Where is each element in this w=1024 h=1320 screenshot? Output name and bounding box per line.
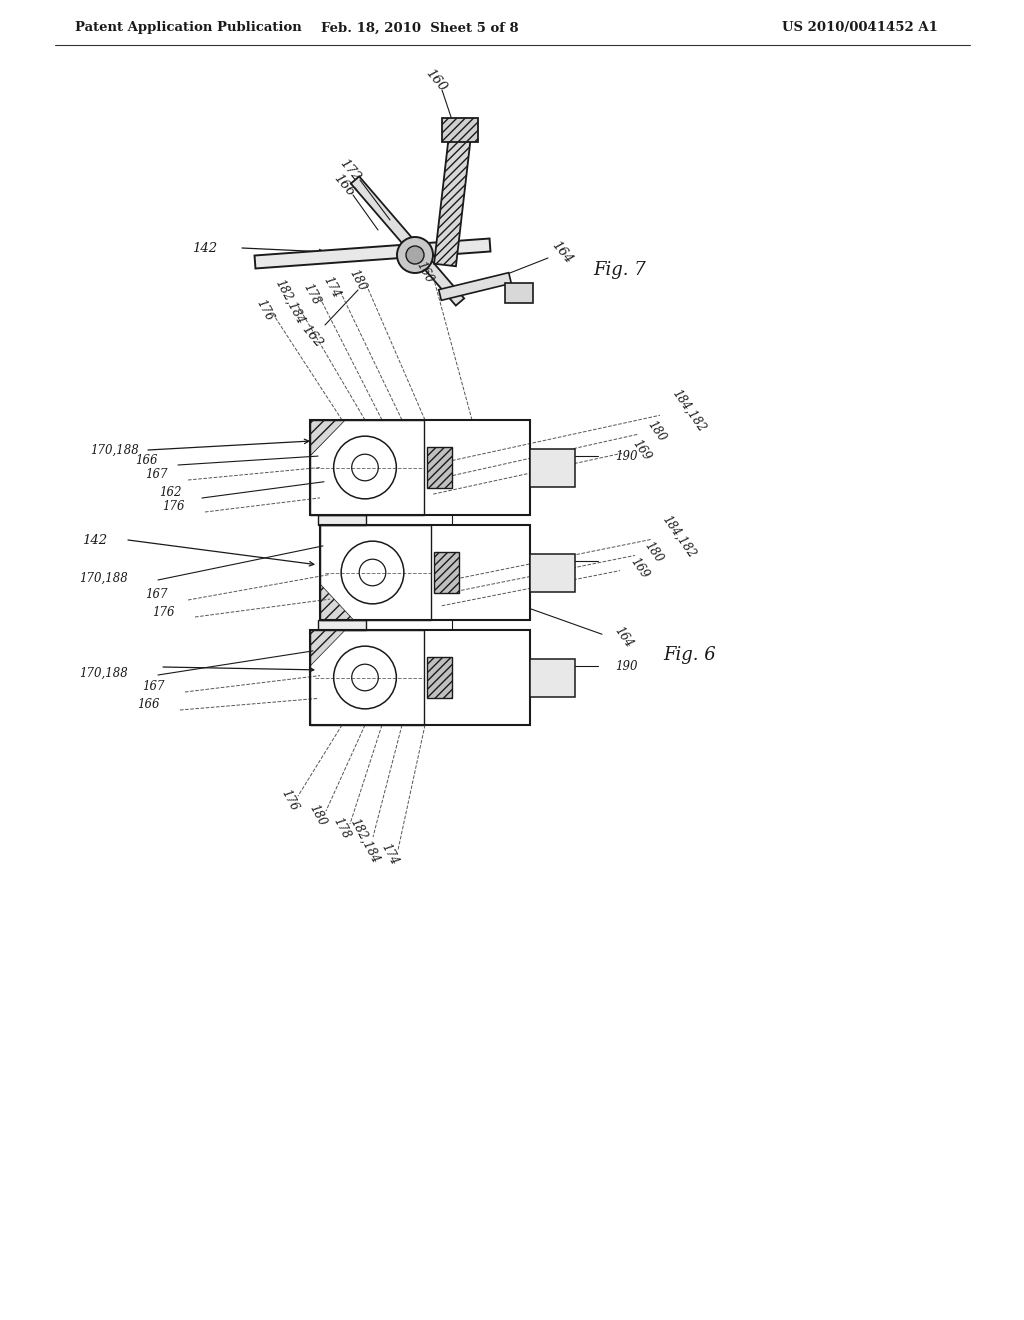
Text: 166: 166 xyxy=(135,454,158,466)
Bar xyxy=(318,515,367,525)
Text: 174: 174 xyxy=(321,275,343,300)
Text: 167: 167 xyxy=(145,589,168,602)
Bar xyxy=(310,420,530,515)
Bar xyxy=(427,446,452,488)
Text: 164: 164 xyxy=(549,238,575,265)
Text: 180: 180 xyxy=(642,540,666,565)
Bar xyxy=(530,659,575,697)
Text: 167: 167 xyxy=(145,469,168,482)
Text: 160: 160 xyxy=(423,66,450,94)
Text: 167: 167 xyxy=(142,681,165,693)
Text: 169: 169 xyxy=(630,437,653,463)
Text: 160: 160 xyxy=(414,259,436,285)
Text: 164: 164 xyxy=(612,624,636,649)
Text: 190: 190 xyxy=(615,450,638,462)
Bar xyxy=(319,525,431,620)
Text: 180: 180 xyxy=(307,803,329,828)
Text: 162: 162 xyxy=(299,322,325,350)
Circle shape xyxy=(406,246,424,264)
Bar xyxy=(442,117,478,143)
Bar xyxy=(505,282,534,304)
Text: 169: 169 xyxy=(628,554,651,581)
Text: 176: 176 xyxy=(153,606,175,619)
Bar xyxy=(310,630,424,725)
Text: Feb. 18, 2010  Sheet 5 of 8: Feb. 18, 2010 Sheet 5 of 8 xyxy=(322,21,519,34)
Polygon shape xyxy=(434,133,471,267)
Text: 170,188: 170,188 xyxy=(91,444,139,457)
Text: 162: 162 xyxy=(160,487,182,499)
Text: 190: 190 xyxy=(615,660,638,673)
Bar xyxy=(310,630,530,725)
Text: 166: 166 xyxy=(137,698,160,711)
Polygon shape xyxy=(310,420,345,457)
Text: 176: 176 xyxy=(163,500,185,513)
Text: Patent Application Publication: Patent Application Publication xyxy=(75,21,302,34)
Text: 180: 180 xyxy=(347,267,369,293)
Text: 184,182: 184,182 xyxy=(660,512,698,560)
Bar xyxy=(319,525,530,620)
Text: 170,188: 170,188 xyxy=(79,667,128,680)
Text: 182,184: 182,184 xyxy=(272,277,307,326)
Bar xyxy=(318,620,367,630)
Text: 142: 142 xyxy=(83,533,108,546)
Text: 174: 174 xyxy=(379,841,401,867)
Bar xyxy=(310,420,424,515)
Text: 170,188: 170,188 xyxy=(79,572,128,585)
Polygon shape xyxy=(438,273,511,301)
Circle shape xyxy=(397,238,433,273)
Polygon shape xyxy=(319,583,353,620)
Polygon shape xyxy=(310,630,345,667)
Text: 176: 176 xyxy=(279,787,301,813)
Text: Fig. 7: Fig. 7 xyxy=(594,261,646,279)
Text: 184,182: 184,182 xyxy=(670,387,709,434)
Bar xyxy=(434,552,459,594)
Text: 178: 178 xyxy=(331,814,353,841)
Text: 182,184: 182,184 xyxy=(348,817,382,866)
Bar xyxy=(427,656,452,698)
Bar xyxy=(530,553,575,591)
Text: 142: 142 xyxy=(193,242,217,255)
Text: 166: 166 xyxy=(331,172,357,199)
Text: Fig. 6: Fig. 6 xyxy=(664,645,717,664)
Polygon shape xyxy=(255,239,490,268)
Bar xyxy=(530,449,575,487)
Text: 178: 178 xyxy=(301,281,323,308)
Text: US 2010/0041452 A1: US 2010/0041452 A1 xyxy=(782,21,938,34)
Text: 176: 176 xyxy=(254,297,276,323)
Polygon shape xyxy=(351,177,464,306)
Text: 172: 172 xyxy=(337,156,364,183)
Text: 180: 180 xyxy=(645,418,669,445)
